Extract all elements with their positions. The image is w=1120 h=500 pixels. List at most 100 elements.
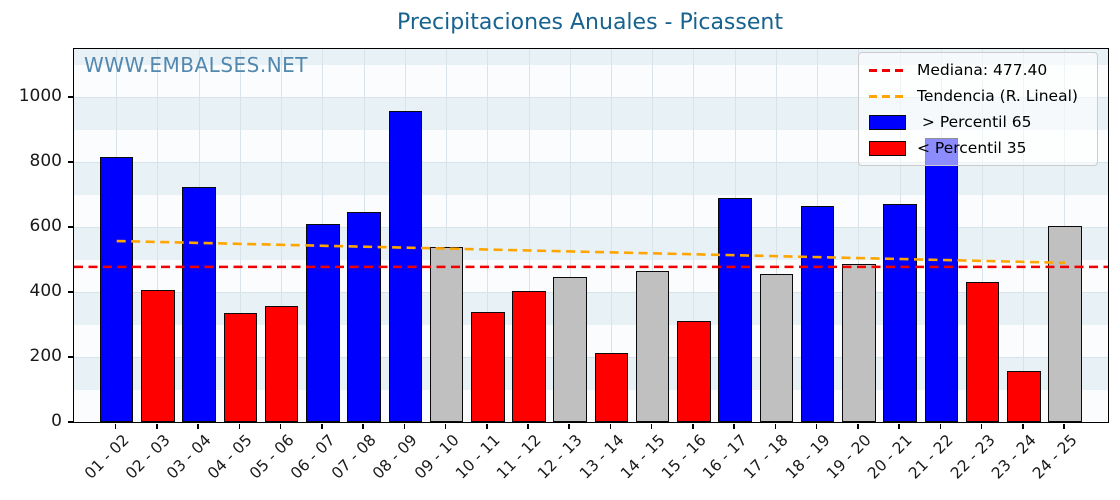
y-axis-tick [67,291,73,293]
x-axis-tick [815,424,818,429]
x-axis-tick [774,424,777,429]
x-axis-label: 16 - 17 [699,431,751,483]
x-axis-tick [279,424,282,429]
bar-14-15 [635,270,670,422]
horizontal-gridline [74,96,1108,98]
x-axis-tick [980,424,983,429]
bar-02-03 [141,290,175,422]
x-axis-label: 06 - 07 [287,431,339,483]
background-stripe [74,49,1108,65]
blue-swatch-icon [869,114,906,130]
x-axis-tick [321,424,323,429]
bar-20-21 [883,203,917,422]
y-axis-label: 0 [51,411,62,431]
vertical-gridline [528,49,530,422]
legend: Mediana: 477.40 Tendencia (R. Lineal) > … [858,52,1098,166]
x-axis-label: 10 - 11 [451,431,504,483]
x-axis-tick [1022,424,1024,429]
x-axis-tick [568,424,570,429]
vertical-gridline [610,49,612,422]
vertical-gridline [569,49,571,422]
y-axis-tick [67,421,73,423]
vertical-gridline [157,49,159,422]
bar-09-10 [429,246,464,422]
legend-item-p35: < Percentil 35 [869,136,1087,161]
bar-06-07 [306,224,340,422]
bar-15-16 [677,320,711,422]
x-axis-label: 01 - 02 [80,431,133,483]
horizontal-gridline [74,226,1108,228]
vertical-gridline [281,49,283,422]
x-axis-label: 14 - 15 [616,431,669,483]
x-axis-tick [486,424,488,429]
legend-item-median: Mediana: 477.40 [869,58,1087,83]
vertical-gridline [239,49,241,422]
bar-23-24 [1007,371,1041,422]
bar-13-14 [594,353,629,422]
x-axis-label: 23 - 24 [987,431,1040,483]
x-axis-tick [650,424,653,429]
y-axis-tick [67,356,73,358]
legend-item-p65: > Percentil 65 [869,110,1087,135]
x-axis-label: 08 - 09 [369,431,422,483]
vertical-gridline [775,49,777,422]
bar-12-13 [553,277,587,422]
x-axis-label: 09 - 10 [410,431,463,483]
x-axis-tick [156,424,158,429]
x-axis-tick [692,424,694,429]
legend-label-trend: Tendencia (R. Lineal) [917,87,1078,105]
x-axis-label: 19 - 20 [823,431,875,483]
bar-22-23 [965,282,1000,422]
vertical-gridline [858,49,860,422]
legend-label-p65: > Percentil 65 [917,113,1032,131]
vertical-gridline [982,49,984,422]
x-axis-label: 11 - 12 [493,431,545,483]
y-axis-tick [67,96,73,98]
orange-dashed-line-icon [869,94,906,98]
x-axis-label: 12 - 13 [534,431,586,483]
x-axis-tick [362,424,364,429]
x-axis-tick [527,424,529,429]
horizontal-gridline [74,161,1108,163]
x-axis-label: 15 - 16 [658,431,710,483]
red-swatch-icon [869,140,906,156]
y-axis-label: 600 [29,216,62,237]
bar-01-02 [99,157,134,422]
vertical-gridline [487,49,489,422]
x-axis-label: 07 - 08 [328,431,380,483]
bar-19-20 [842,264,876,422]
vertical-gridline [1023,49,1025,422]
x-axis-label: 17 - 18 [740,431,793,483]
vertical-gridline [693,49,695,422]
x-axis-tick [238,424,241,429]
x-axis-label: 20 - 21 [864,431,916,483]
x-axis-label: 24 - 25 [1029,431,1081,483]
x-axis-tick [1063,424,1065,429]
y-axis-label: 200 [29,346,62,367]
legend-item-trend: Tendencia (R. Lineal) [869,84,1087,109]
bar-24-25 [1048,226,1082,422]
x-axis-tick [403,424,406,429]
bar-05-06 [264,306,299,422]
x-axis-tick [444,424,447,429]
y-axis-label: 400 [29,281,62,302]
watermark: WWW.EMBALSES.NET [84,53,309,77]
bar-17-18 [759,274,794,422]
x-axis-label: 05 - 06 [245,431,298,483]
bar-10-11 [471,311,505,422]
x-axis-tick [733,424,735,429]
legend-label-p35: < Percentil 35 [917,139,1027,157]
trend-line [116,239,1066,265]
bar-11-12 [512,291,546,422]
x-axis-label: 04 - 05 [204,431,257,483]
x-axis-label: 22 - 23 [946,431,999,483]
x-axis-label: 21 - 22 [905,431,958,483]
red-dashed-line-icon [869,68,906,72]
bar-16-17 [718,198,752,422]
chart-title: Precipitaciones Anuales - Picassent [397,10,783,35]
x-axis-tick [114,424,117,429]
x-axis-tick [197,424,199,429]
vertical-gridline [446,49,448,422]
x-axis-tick [939,424,942,429]
